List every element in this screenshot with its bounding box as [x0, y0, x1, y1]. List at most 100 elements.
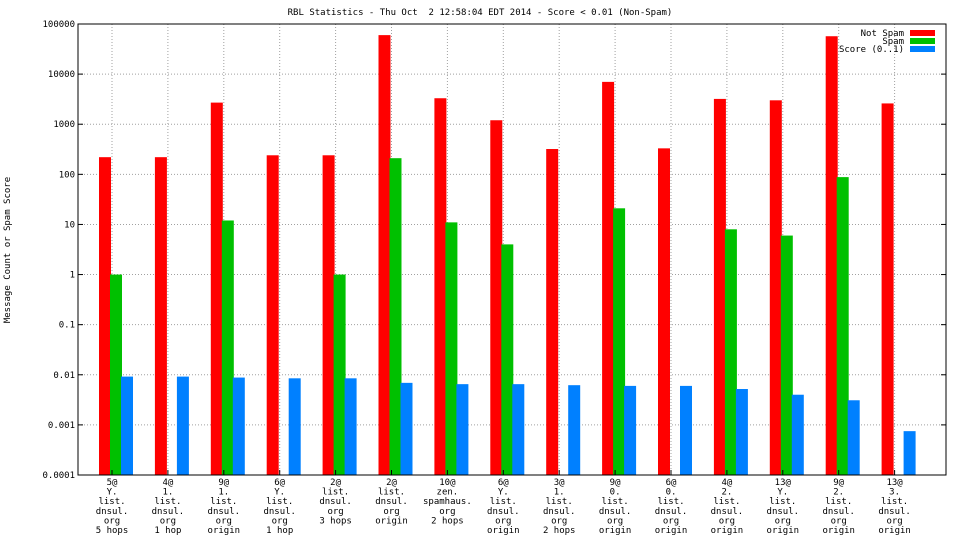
x-tick-label-line: 6@: [498, 478, 509, 488]
x-tick-label-line: list.: [378, 488, 405, 498]
x-tick-label-line: Y.: [274, 488, 285, 498]
x-tick-label-line: 2@: [330, 478, 341, 488]
x-tick-label-line: 0.: [666, 488, 677, 498]
x-tick-label-line: dnsul.: [767, 507, 800, 517]
bar-not-spam: [881, 103, 894, 476]
x-tick-label-line: org: [439, 507, 455, 517]
x-tick-label: 9@ 1. list. dnsul. org origin: [208, 478, 241, 536]
x-tick-label-line: 2.: [833, 488, 844, 498]
bar-not-spam: [154, 157, 167, 476]
x-tick-label-line: dnsul.: [208, 507, 241, 517]
bar-score-0-1: [121, 376, 133, 475]
bar-not-spam: [322, 155, 335, 476]
x-tick-label-line: 6@: [666, 478, 677, 488]
x-tick-label-line: list.: [713, 497, 740, 507]
x-tick-label-line: list.: [825, 497, 852, 507]
x-tick-label-line: org: [327, 507, 343, 517]
x-tick-label-line: list.: [546, 497, 573, 507]
x-tick-label-line: org: [104, 516, 120, 526]
x-tick-label: 5@ Y. list. dnsul. org 5 hops: [96, 478, 129, 536]
legend-swatch: [910, 46, 935, 52]
bar-spam: [389, 158, 402, 475]
x-tick-label-line: list.: [490, 497, 517, 507]
x-tick-label-line: dnsul.: [96, 507, 129, 517]
x-tick-label-line: org: [607, 516, 623, 526]
x-tick-label-line: origin: [655, 526, 688, 536]
x-tick-label-line: 9@: [833, 478, 844, 488]
x-tick-label-line: 3.: [889, 488, 900, 498]
legend-label: Score (0..1): [839, 45, 904, 55]
x-tick-label-line: zen.: [437, 488, 459, 498]
bar-score-0-1: [903, 431, 916, 475]
x-tick-label-line: origin: [208, 526, 241, 536]
bar-spam: [110, 274, 122, 475]
bar-score-0-1: [288, 378, 301, 475]
bar-spam: [333, 274, 346, 475]
x-tick-label-line: 9@: [610, 478, 621, 488]
x-tick-label-line: org: [775, 516, 791, 526]
bar-spam: [501, 244, 514, 475]
plot-frame: [77, 23, 947, 476]
bar-spam: [836, 177, 849, 476]
bar-not-spam: [602, 81, 615, 476]
x-tick-label-line: Y.: [777, 488, 788, 498]
x-tick-label: 10@ zen. spamhaus. org 2 hops: [423, 478, 472, 526]
x-tick-label: 3@ 1. list. dnsul. org 2 hops: [543, 478, 576, 536]
bar-score-0-1: [735, 389, 748, 475]
x-tick-label: 9@ 2. list. dnsul. org origin: [822, 478, 855, 536]
legend-label: Not Spam: [861, 29, 904, 39]
bar-score-0-1: [176, 376, 189, 475]
x-tick-label: 6@ Y. list. dnsul. org 1 hop: [263, 478, 296, 536]
bar-spam: [613, 208, 626, 476]
y-axis-label: Message Count or Spam Score: [3, 177, 13, 323]
x-tick-label-line: 1 hop: [266, 526, 293, 536]
y-tick-label: 0.001: [48, 421, 75, 431]
x-tick-label-line: dnsul.: [375, 497, 408, 507]
bar-spam: [221, 220, 234, 475]
x-tick-label-line: 1.: [554, 488, 565, 498]
x-tick-label-line: 13@: [775, 478, 792, 488]
x-tick-label-line: list.: [602, 497, 629, 507]
bar-not-spam: [825, 36, 838, 475]
x-tick-label: 13@ 3. list. dnsul. org origin: [878, 478, 911, 536]
x-tick-label-line: 5@: [107, 478, 118, 488]
x-tick-label-line: org: [551, 516, 567, 526]
bar-not-spam: [378, 35, 391, 475]
bar-score-0-1: [232, 377, 245, 475]
x-tick-label-line: 1 hop: [154, 526, 181, 536]
bar-score-0-1: [400, 382, 413, 475]
x-tick-label: 13@ Y. list. dnsul. org origin: [767, 478, 800, 536]
x-tick-label-line: org: [216, 516, 232, 526]
bar-spam: [445, 222, 458, 475]
bar-score-0-1: [512, 384, 525, 475]
bar-spam: [780, 235, 793, 475]
x-tick-label-line: org: [831, 516, 847, 526]
x-tick-label-line: origin: [599, 526, 632, 536]
x-tick-label-line: dnsul.: [711, 507, 744, 517]
x-tick-label-line: origin: [711, 526, 744, 536]
x-tick-label-line: dnsul.: [599, 507, 632, 517]
x-tick-label: 2@ list. dnsul. org 3 hops: [319, 478, 352, 526]
y-tick-label: 10000: [48, 70, 75, 80]
x-tick-label-line: org: [719, 516, 735, 526]
y-tick-label: 0.1: [59, 321, 75, 331]
x-tick-label-line: org: [383, 507, 399, 517]
y-tick-label: 100: [59, 170, 75, 180]
y-tick-label: 1000: [53, 120, 75, 130]
bar-not-spam: [658, 148, 670, 475]
x-tick-label: 6@ Y. list. dnsul. org origin: [487, 478, 520, 536]
bar-not-spam: [210, 102, 223, 475]
y-tick-label: 100000: [42, 20, 75, 30]
x-tick-label-line: origin: [878, 526, 911, 536]
x-tick-label-line: list.: [881, 497, 908, 507]
x-tick-label-line: 10@: [439, 478, 456, 488]
x-tick-label-line: dnsul.: [263, 507, 296, 517]
x-tick-label-line: list.: [154, 497, 181, 507]
bar-not-spam: [99, 157, 111, 476]
x-tick-label-line: origin: [487, 526, 520, 536]
x-tick-label: 2@ list. dnsul. org origin: [375, 478, 408, 526]
x-tick-label-line: origin: [375, 516, 408, 526]
